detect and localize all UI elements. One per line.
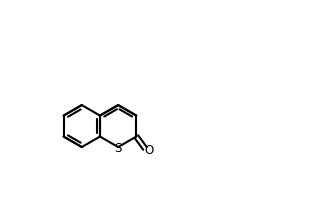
- Text: O: O: [145, 144, 154, 157]
- Text: S: S: [115, 142, 122, 155]
